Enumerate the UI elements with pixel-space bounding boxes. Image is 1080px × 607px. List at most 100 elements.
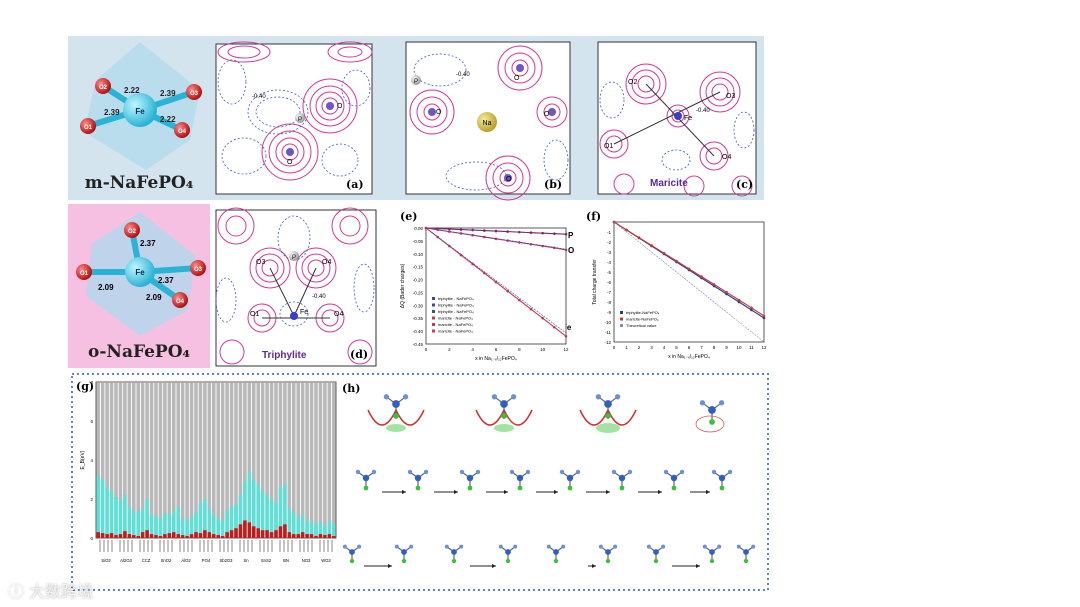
chart-g-background-bar [172, 383, 176, 538]
panel-c-o3: O3 [726, 93, 735, 100]
chart-g-background-bar [123, 383, 127, 538]
chart-e-point [494, 280, 498, 284]
bond-length-o-1: 2.37 [140, 239, 156, 248]
atom [467, 485, 473, 491]
chart-g-bar-red [256, 528, 260, 538]
chart-g-bar-red [185, 536, 189, 538]
nitrogen-atom [618, 474, 626, 482]
atom [614, 394, 621, 400]
atom [559, 469, 565, 475]
chart-g-bar-red [163, 534, 167, 538]
chart-g-group-label: CCZ [142, 558, 151, 563]
o-nafepo4-structure: Fe O2 O1 O3 O4 2.37 2.37 2.09 2.09 o-NaF… [76, 212, 206, 362]
chart-g-bar-red [123, 531, 127, 538]
chart-e-xtick: 0 [425, 347, 428, 352]
atom [498, 544, 503, 549]
atom [357, 544, 362, 549]
fe-atom-m [123, 93, 157, 127]
chart-g-background-bar [198, 383, 203, 538]
chart-g-background-bar [305, 383, 309, 538]
chart-f-point [675, 259, 678, 263]
chart-g-bar-red [283, 524, 287, 538]
arrow-head [402, 490, 406, 494]
chart-g-bar-red [309, 534, 314, 538]
atom [661, 544, 666, 549]
panel-e-side-p: P [568, 231, 574, 240]
panel-c-label: (c) [736, 178, 753, 191]
chart-e-xlabel: x in Na₁₋ₓ/₁₂FePO₄ [475, 356, 517, 362]
chart-g-background-bar [243, 383, 247, 538]
panel-h: (h) [342, 382, 756, 568]
chart-e-point [564, 334, 568, 338]
bond-length-m-2: 2.39 [104, 108, 120, 117]
atom [699, 400, 706, 406]
nitrogen-atom [401, 549, 407, 555]
m-nafepo4-title: m-NaFePO₄ [85, 173, 194, 193]
chart-g-bar-red [140, 532, 145, 538]
chart-g-bar-cyan [185, 520, 189, 538]
chart-g-bar-cyan [207, 508, 212, 538]
chart-g-background-bar [260, 383, 265, 538]
chart-g-background-bar [296, 383, 300, 538]
chart-e-point [483, 235, 486, 239]
chart-e-line-b-1 [425, 227, 567, 250]
chart-g-bar-cyan [109, 491, 114, 538]
chart-g-background-bar [225, 383, 229, 538]
chart-e-ylabel: ΔQ (Bader charges) [400, 263, 406, 308]
chart-g-bar-red [216, 535, 220, 538]
chart-g-bar-red [127, 534, 132, 538]
chart-g-group-label: NO3 [302, 558, 311, 563]
chart-g-group-label: AlO2 [181, 558, 191, 563]
chart-f-ytick: -11 [605, 330, 612, 335]
panel-d-label: (d) [350, 348, 368, 361]
panel-c-caption: Maricite [650, 178, 688, 189]
panel-a-o-top: O [337, 103, 343, 110]
chart-g-bar-cyan [274, 502, 278, 538]
nitrogen-atom [743, 549, 749, 555]
chart-f-point [687, 267, 691, 271]
chart-g-background-bar [287, 383, 292, 538]
chart-g-background-bar [265, 383, 269, 538]
o2-label-o: O2 [128, 229, 137, 235]
panel-d-contour: O3 P O4 O1 Fe O4 -0.40 Triphylite (d) [215, 207, 377, 367]
atom [553, 558, 559, 564]
chart-g-bar-cyan [300, 514, 305, 538]
atom [501, 413, 507, 419]
chart-e-line-b-0 [425, 227, 567, 235]
chart-g-bar-cyan [149, 514, 154, 538]
atom [546, 544, 551, 549]
atom [459, 469, 465, 475]
chart-e-legend-swatch [432, 297, 435, 300]
chart-g-bar-red [247, 522, 252, 538]
atom [595, 394, 602, 400]
panel-c-o2: O2 [628, 79, 637, 86]
chart-e-ytick: -0.45 [413, 342, 424, 347]
chart-g-bar-cyan [309, 520, 314, 538]
panel-c-o1: O1 [604, 143, 613, 150]
chart-g-bar-red [145, 530, 149, 538]
atom [342, 544, 347, 549]
chart-f-legend-item: Theoretical value [626, 323, 657, 328]
chart-e-point [553, 325, 556, 329]
panel-d-fe: Fe [300, 309, 308, 316]
panel-d-p: P [292, 255, 296, 261]
chart-g-bar-red [189, 534, 194, 538]
chart-g-bar-cyan [305, 522, 309, 538]
chart-g-background-bar [114, 383, 118, 538]
atom [491, 394, 498, 400]
chart-g-bar-cyan [136, 512, 140, 538]
chart-g-bar-red [305, 534, 309, 538]
atom [407, 469, 413, 475]
glow [494, 424, 514, 432]
chart-g-background-bar [105, 383, 109, 538]
atom [393, 413, 399, 419]
chart-g-bar-cyan [96, 475, 100, 538]
o1-label-m: O1 [84, 125, 93, 131]
atom [401, 558, 407, 564]
chart-g-bar-red [220, 536, 225, 538]
chart-f-point [762, 316, 766, 320]
panel-d-o3: O3 [256, 259, 265, 266]
nitrogen-atom [604, 400, 612, 408]
chart-e-legend-item: maricite - NaFePO₄ [438, 329, 473, 334]
atom [702, 544, 707, 549]
